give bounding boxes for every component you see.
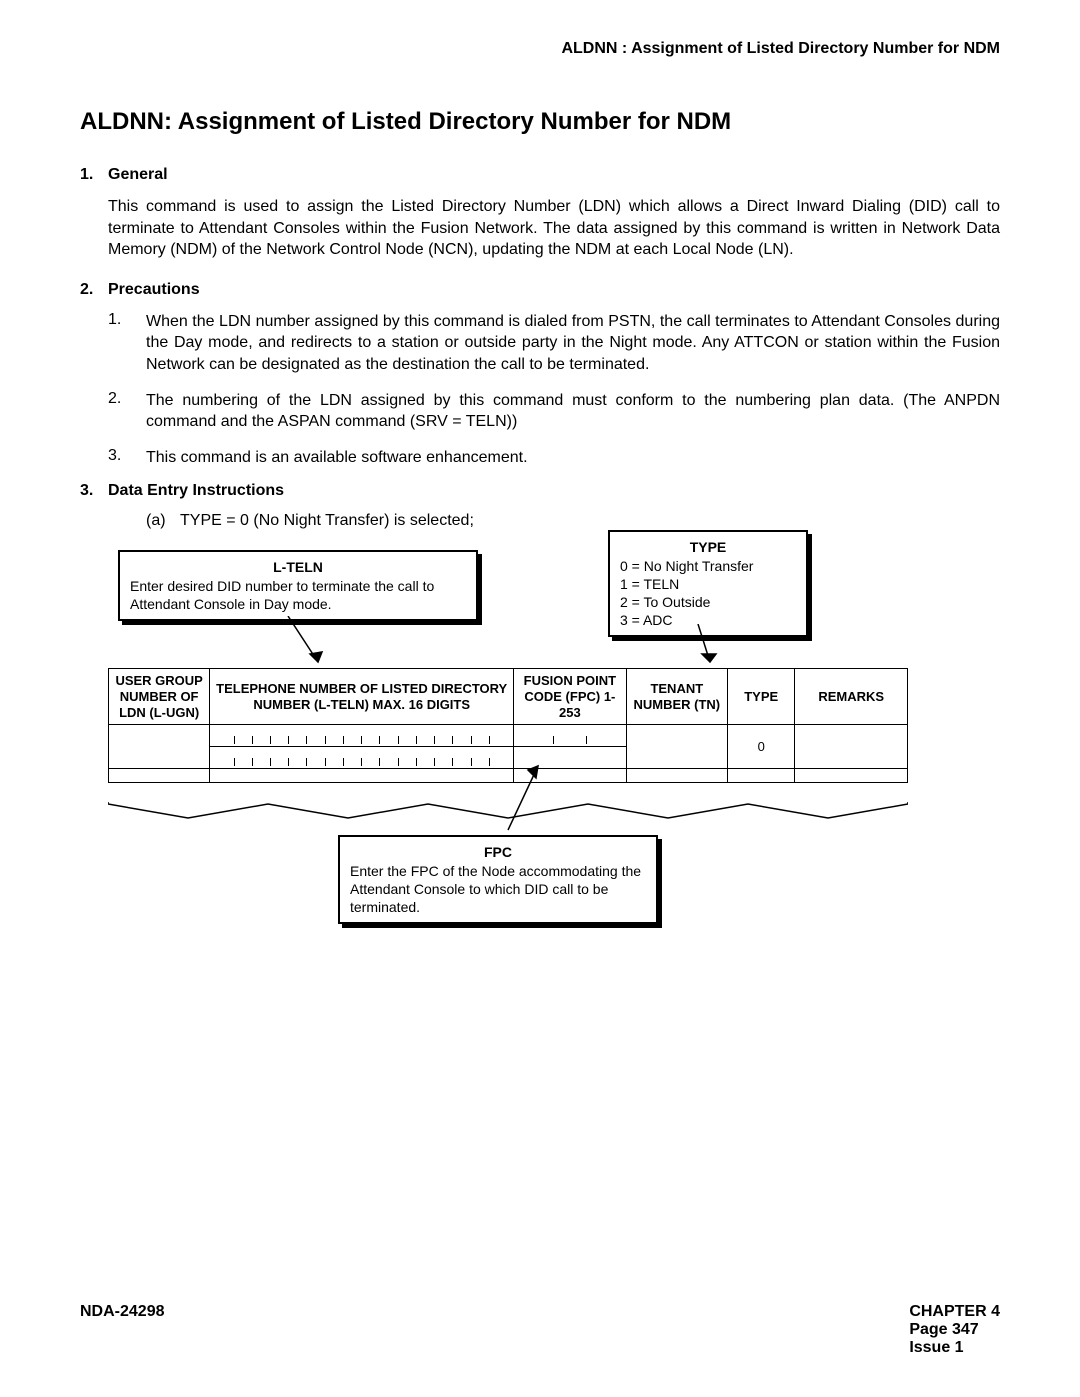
footer-right: CHAPTER 4 Page 347 Issue 1 <box>909 1303 1000 1357</box>
section-1-num: 1. <box>80 166 108 184</box>
col-lugn: USER GROUP NUMBER OF LDN (L-UGN) <box>109 669 210 725</box>
callout-type-line2: 1 = TELN <box>620 575 796 593</box>
precaution-1: 1. When the LDN number assigned by this … <box>108 311 1000 376</box>
col-type: TYPE <box>727 669 795 725</box>
instruction-a: (a) TYPE = 0 (No Night Transfer) is sele… <box>146 512 1000 530</box>
footer-chapter: CHAPTER 4 <box>909 1303 1000 1321</box>
cell-lteln-1 <box>210 725 514 747</box>
callout-fpc: FPC Enter the FPC of the Node accommodat… <box>338 835 658 924</box>
footer-issue: Issue 1 <box>909 1339 1000 1357</box>
precaution-1-text: When the LDN number assigned by this com… <box>146 311 1000 376</box>
arrow-fpc <box>498 760 558 840</box>
section-1-title: General <box>108 166 168 184</box>
cell-remarks <box>795 725 908 769</box>
table-row: 0 <box>109 725 908 747</box>
precaution-3-text: This command is an available software en… <box>146 447 1000 469</box>
section-2-header: 2. Precautions <box>80 281 1000 299</box>
col-remarks: REMARKS <box>795 669 908 725</box>
cell-tn <box>626 725 727 769</box>
section-3-title: Data Entry Instructions <box>108 482 284 500</box>
page-title: ALDNN: Assignment of Listed Directory Nu… <box>80 108 1000 136</box>
precaution-3-num: 3. <box>108 447 146 469</box>
footer-page: Page 347 <box>909 1321 1000 1339</box>
data-entry-diagram: L-TELN Enter desired DID number to termi… <box>108 550 1000 970</box>
cell-lugn <box>109 725 210 769</box>
precaution-2-text: The numbering of the LDN assigned by thi… <box>146 390 1000 433</box>
table-header-row: USER GROUP NUMBER OF LDN (L-UGN) TELEPHO… <box>109 669 908 725</box>
callout-lteln: L-TELN Enter desired DID number to termi… <box>118 550 478 621</box>
cell-type: 0 <box>727 725 795 769</box>
callout-fpc-body: Enter the FPC of the Node accommodating … <box>350 862 646 917</box>
cell-blank <box>109 769 210 783</box>
callout-type-title: TYPE <box>620 538 796 556</box>
section-3-num: 3. <box>80 482 108 500</box>
cell-blank <box>795 769 908 783</box>
footer-doc-id: NDA-24298 <box>80 1303 164 1357</box>
col-lteln: TELEPHONE NUMBER OF LISTED DIRECTORY NUM… <box>210 669 514 725</box>
cell-lteln-2 <box>210 747 514 769</box>
col-tn: TENANT NUMBER (TN) <box>626 669 727 725</box>
running-header: ALDNN : Assignment of Listed Directory N… <box>80 40 1000 58</box>
section-2-title: Precautions <box>108 281 200 299</box>
arrow-lteln <box>278 616 338 672</box>
callout-type-line1: 0 = No Night Transfer <box>620 557 796 575</box>
page-footer: NDA-24298 CHAPTER 4 Page 347 Issue 1 <box>80 1303 1000 1357</box>
precaution-3: 3. This command is an available software… <box>108 447 1000 469</box>
cell-blank <box>727 769 795 783</box>
callout-type-line3: 2 = To Outside <box>620 593 796 611</box>
instruction-a-num: (a) <box>146 512 180 530</box>
cell-blank <box>210 769 514 783</box>
section-2-num: 2. <box>80 281 108 299</box>
instruction-a-text: TYPE = 0 (No Night Transfer) is selected… <box>180 512 474 530</box>
callout-fpc-title: FPC <box>350 843 646 861</box>
precaution-2: 2. The numbering of the LDN assigned by … <box>108 390 1000 433</box>
section-1-header: 1. General <box>80 166 1000 184</box>
callout-lteln-title: L-TELN <box>130 558 466 576</box>
section-3-header: 3. Data Entry Instructions <box>80 482 1000 500</box>
callout-lteln-body: Enter desired DID number to terminate th… <box>130 577 466 613</box>
col-fpc: FUSION POINT CODE (FPC) 1-253 <box>514 669 627 725</box>
callout-type: TYPE 0 = No Night Transfer 1 = TELN 2 = … <box>608 530 808 637</box>
section-1-body: This command is used to assign the Liste… <box>108 196 1000 261</box>
precaution-1-num: 1. <box>108 311 146 376</box>
arrow-type <box>688 624 728 672</box>
cell-fpc-1 <box>514 725 627 747</box>
cell-blank <box>626 769 727 783</box>
precaution-2-num: 2. <box>108 390 146 433</box>
